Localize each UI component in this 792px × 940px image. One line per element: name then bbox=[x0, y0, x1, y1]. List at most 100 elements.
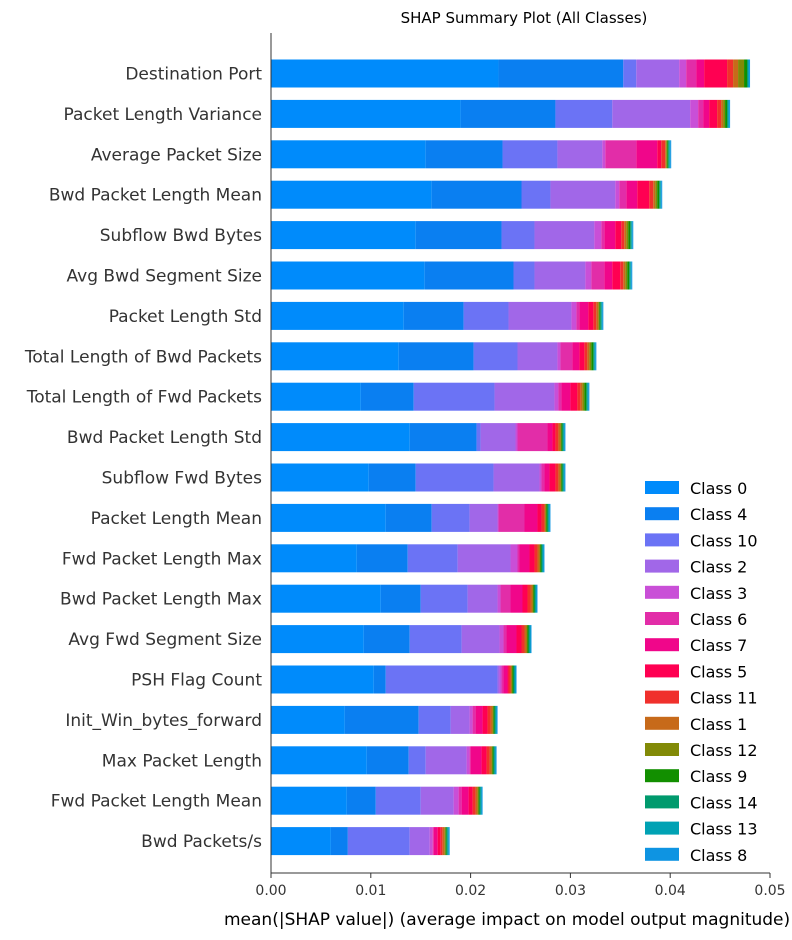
legend-label: Class 2 bbox=[690, 558, 747, 577]
bar-segment bbox=[615, 221, 622, 250]
bar-segment bbox=[356, 544, 408, 573]
bar-segment bbox=[571, 301, 577, 330]
chart-title: SHAP Summary Plot (All Classes) bbox=[401, 9, 648, 27]
bar-segment bbox=[366, 746, 409, 775]
bar-segment bbox=[480, 786, 482, 815]
legend-label: Class 4 bbox=[690, 505, 747, 524]
bar-segment bbox=[665, 140, 667, 169]
bar-segment bbox=[468, 786, 473, 815]
bar-segment bbox=[444, 827, 446, 856]
bar-segment bbox=[539, 544, 541, 573]
bar-segment bbox=[513, 665, 515, 694]
bar-segment bbox=[501, 665, 504, 694]
bar-segment bbox=[521, 625, 525, 654]
bar-segment bbox=[497, 665, 500, 694]
bar-segment bbox=[738, 59, 745, 88]
bar-segment bbox=[491, 746, 493, 775]
bar-segment bbox=[586, 382, 588, 411]
y-tick-label: Avg Fwd Segment Size bbox=[68, 630, 262, 650]
bar-segment bbox=[725, 99, 728, 128]
bar-segment bbox=[535, 584, 537, 613]
y-tick-label: Total Length of Bwd Packets bbox=[24, 347, 262, 367]
bar-segment bbox=[661, 180, 663, 209]
y-tick-label: Total Length of Fwd Packets bbox=[26, 388, 262, 408]
bar-segment bbox=[593, 301, 597, 330]
legend-label: Class 3 bbox=[690, 584, 747, 603]
bar-segment bbox=[602, 140, 606, 169]
legend-swatch bbox=[645, 664, 679, 678]
bar-segment bbox=[593, 342, 595, 371]
bar-segment bbox=[631, 221, 633, 250]
bar-segment bbox=[534, 584, 536, 613]
bar-segment bbox=[420, 584, 468, 613]
bar-segment bbox=[723, 99, 726, 128]
bar-segment bbox=[626, 221, 629, 250]
bar-segment bbox=[555, 99, 613, 128]
legend-swatch bbox=[645, 716, 679, 730]
bar-segment bbox=[698, 99, 704, 128]
bar-segment bbox=[271, 180, 432, 209]
bar-segment bbox=[466, 746, 470, 775]
bar-segment bbox=[550, 180, 616, 209]
bar-segment bbox=[478, 786, 480, 815]
legend-swatch bbox=[645, 743, 679, 756]
bar-segment bbox=[271, 746, 367, 775]
y-tick-label: Avg Bwd Segment Size bbox=[67, 267, 262, 287]
bar-segment bbox=[748, 59, 750, 88]
legend-label: Class 7 bbox=[690, 636, 747, 655]
bar-segment bbox=[503, 625, 507, 654]
bar-segment bbox=[543, 544, 545, 573]
legend-swatch bbox=[645, 612, 679, 625]
legend-label: Class 0 bbox=[690, 479, 747, 498]
bar-segment bbox=[630, 221, 632, 250]
bar-segment bbox=[445, 827, 447, 856]
bar-segment bbox=[433, 827, 438, 856]
bar-segment bbox=[528, 625, 530, 654]
legend-label: Class 9 bbox=[690, 767, 747, 786]
bar-segment bbox=[499, 665, 502, 694]
bar-segment bbox=[594, 342, 596, 371]
bar-segment bbox=[721, 99, 724, 128]
bar-segment bbox=[463, 301, 509, 330]
bar-segment bbox=[540, 544, 542, 573]
y-tick-label: Fwd Packet Length Mean bbox=[51, 792, 262, 812]
bar-segment bbox=[480, 423, 516, 452]
bar-segment bbox=[557, 342, 561, 371]
bar-segment bbox=[630, 261, 632, 290]
bar-segment bbox=[657, 140, 662, 169]
bar-segment bbox=[536, 584, 538, 613]
bar-segment bbox=[479, 786, 481, 815]
bar-segment bbox=[472, 705, 476, 734]
bar-segment bbox=[271, 99, 461, 128]
bar-segment bbox=[534, 544, 538, 573]
bar-segment bbox=[500, 584, 511, 613]
legend-swatch bbox=[645, 507, 679, 521]
bar-segment bbox=[495, 705, 497, 734]
bar-segment bbox=[604, 261, 613, 290]
x-tick-label: 0.05 bbox=[754, 883, 785, 899]
bar-segment bbox=[582, 382, 585, 411]
bar-segment bbox=[469, 746, 471, 775]
bar-segment bbox=[448, 827, 450, 856]
bar-segment bbox=[554, 382, 559, 411]
legend-label: Class 14 bbox=[690, 793, 758, 812]
bar-segment bbox=[561, 463, 563, 492]
legend-swatch bbox=[645, 559, 679, 573]
bar-segment bbox=[558, 423, 561, 452]
bar-segment bbox=[703, 99, 710, 128]
y-tick-label: Max Packet Length bbox=[102, 751, 262, 771]
bar-segment bbox=[555, 463, 559, 492]
bar-segment bbox=[407, 544, 458, 573]
bar-segment bbox=[481, 786, 483, 815]
y-tick-label: Destination Port bbox=[125, 65, 262, 85]
bar-segment bbox=[429, 827, 433, 856]
bar-segment bbox=[360, 382, 414, 411]
bar-segment bbox=[506, 625, 517, 654]
bar-segment bbox=[496, 705, 498, 734]
bar-segment bbox=[564, 423, 566, 452]
bar-segment bbox=[425, 140, 503, 169]
bar-segment bbox=[330, 827, 348, 856]
bar-segment bbox=[513, 261, 535, 290]
bar-segment bbox=[437, 827, 441, 856]
